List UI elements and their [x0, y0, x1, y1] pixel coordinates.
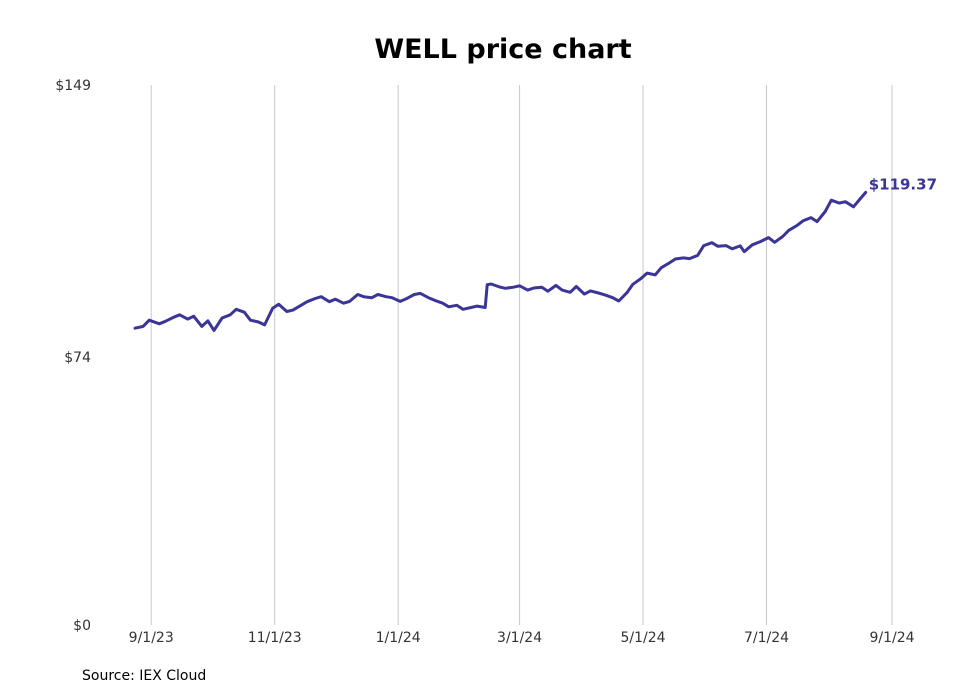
x-tick-label: 1/1/24	[376, 630, 421, 646]
x-tick-label: 9/1/24	[869, 630, 914, 646]
y-tick-label: $0	[73, 618, 91, 634]
x-tick-label: 3/1/24	[497, 630, 542, 646]
price-line	[133, 190, 868, 332]
last-price-label: $119.37	[869, 175, 937, 193]
source-note: Source: IEX Cloud	[82, 668, 207, 684]
chart-title: WELL price chart	[374, 34, 631, 65]
y-tick-label: $74	[64, 350, 91, 366]
grid-lines	[150, 85, 893, 625]
x-axis-ticks: 9/1/23 11/1/23 1/1/24 3/1/24 5/1/24 7/1/24 9/1…	[129, 630, 915, 646]
y-tick-label: $149	[55, 78, 91, 94]
x-tick-label: 7/1/24	[744, 630, 789, 646]
x-tick-label: 9/1/23	[129, 630, 174, 646]
y-axis-ticks: $0 $74 $149	[55, 78, 91, 634]
x-tick-label: 5/1/24	[621, 630, 666, 646]
x-tick-label: 11/1/23	[248, 630, 302, 646]
